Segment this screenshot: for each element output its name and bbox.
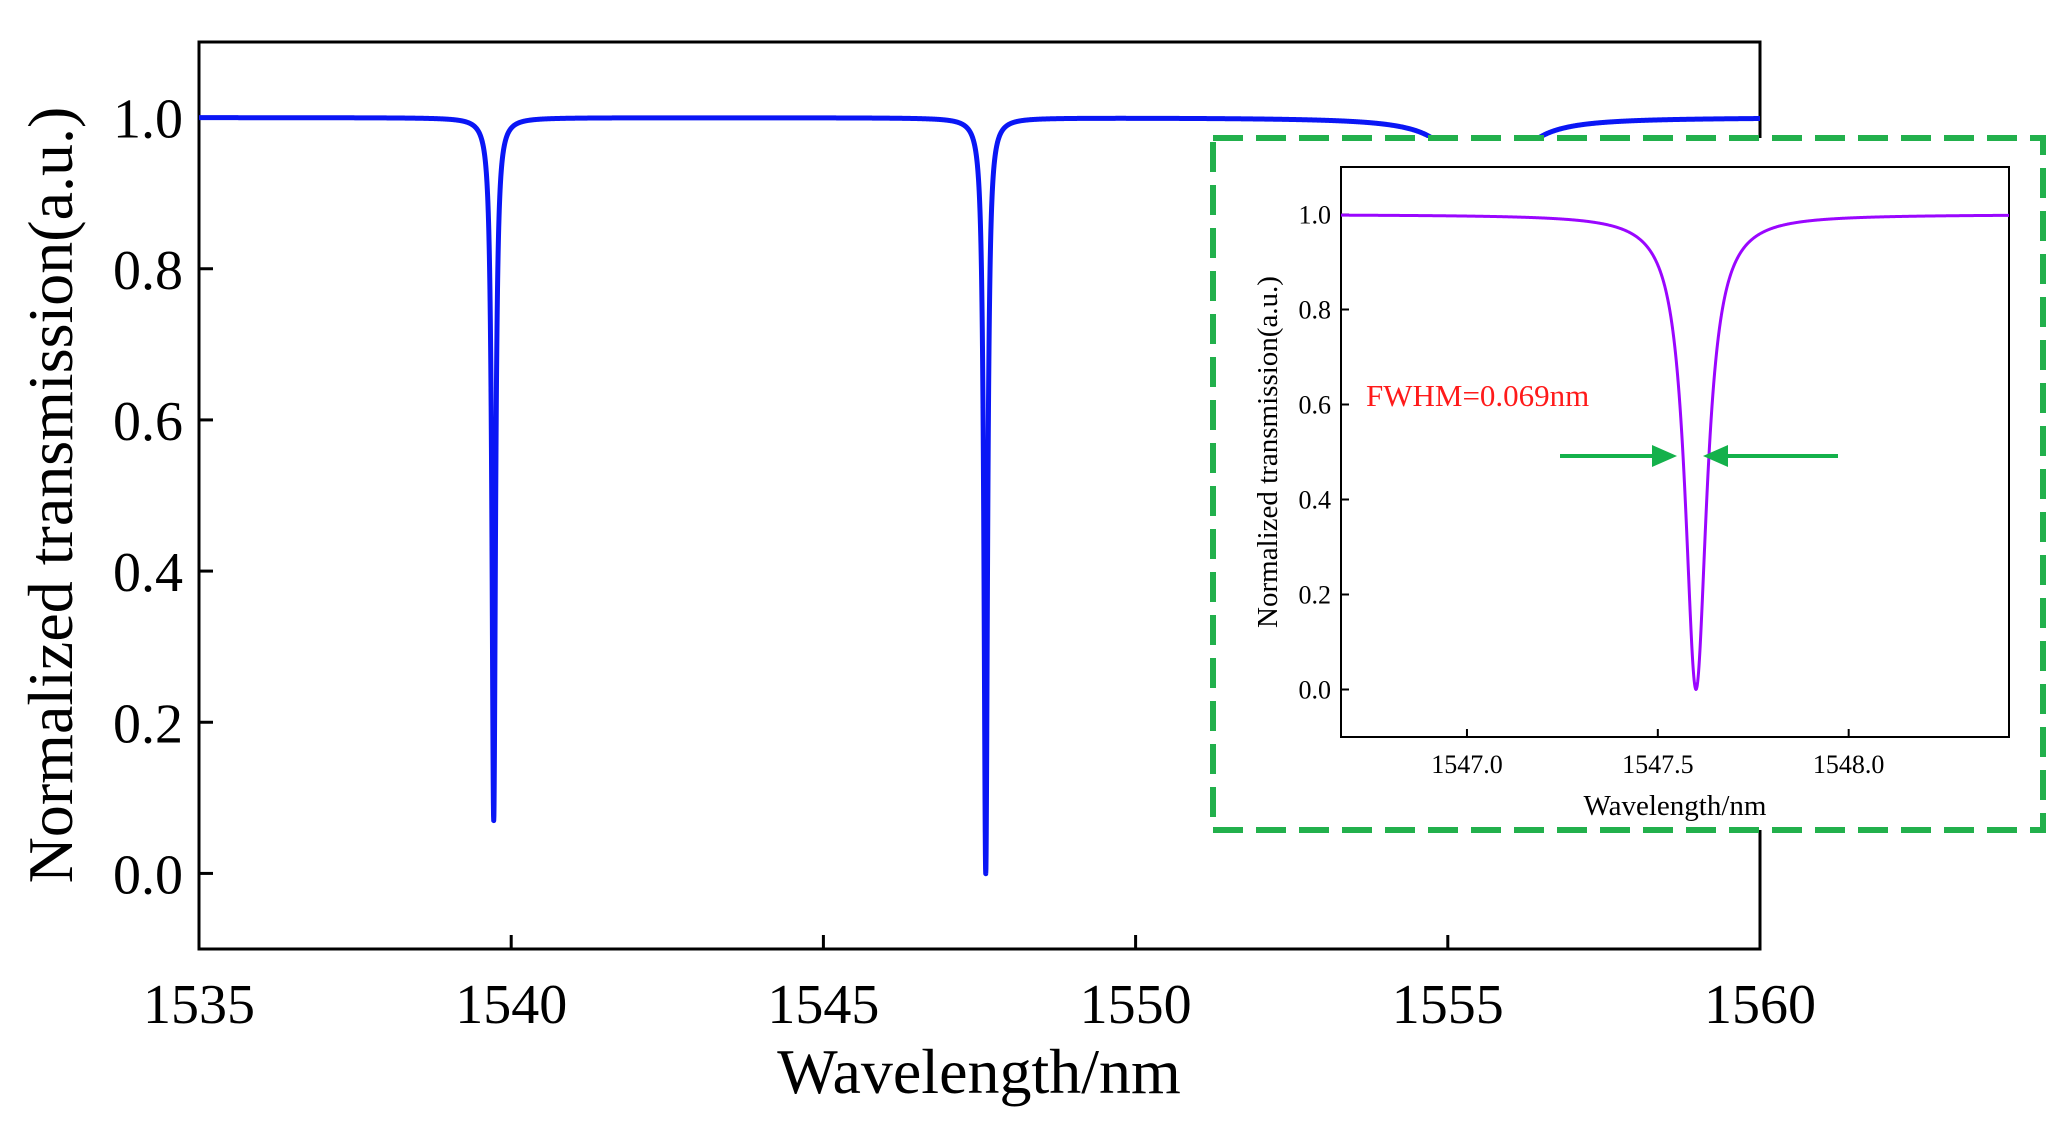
fwhm-right-arrow [1703,445,1838,467]
main-y-ticks: 0.0 0.2 0.4 0.6 0.8 1.0 [113,89,213,906]
main-y-axis-label: Normalized transmission(a.u.) [15,107,86,884]
inset-transmission-line [1339,213,2011,691]
main-y-tick-label: 0.0 [113,844,183,906]
inset-plot-frame [1340,166,2010,738]
inset-y-tick-label: 0.8 [1299,296,1332,325]
main-y-tick-label: 0.2 [113,693,183,755]
inset-x-axis-label: Wavelength/nm [1584,790,1767,822]
inset-plot: 1547.0 1547.5 1548.0 0.0 0.2 0.4 0.6 0.8 1.0 Wa… [1210,135,2046,833]
main-x-tick-label: 1550 [1080,974,1192,1036]
main-y-tick-label: 0.6 [113,391,183,453]
inset-y-tick-label: 1.0 [1299,201,1332,230]
main-x-tick-label: 1545 [767,974,879,1036]
main-x-ticks: 1535 1540 1545 1550 1555 1560 [143,935,1816,1036]
inset-x-tick-label: 1547.5 [1622,750,1694,779]
main-y-tick-label: 0.8 [113,240,183,302]
inset-x-tick-label: 1548.0 [1813,750,1885,779]
inset-x-tick-label: 1547.0 [1431,750,1503,779]
main-x-tick-label: 1560 [1704,974,1816,1036]
inset-series [1339,213,2011,691]
main-x-tick-label: 1555 [1392,974,1504,1036]
main-x-tick-label: 1540 [455,974,567,1036]
inset-background [1213,138,2043,830]
main-x-tick-label: 1535 [143,974,255,1036]
inset-y-tick-label: 0.6 [1299,391,1332,420]
fwhm-left-arrow [1560,445,1677,467]
main-plot: 1535 1540 1545 1550 1555 1560 0.0 0.2 0.4 0.6 0.8… [15,40,1816,1107]
inset-y-ticks: 0.0 0.2 0.4 0.6 0.8 1.0 [1299,201,1349,705]
inset-y-axis-label: Normalized transmission(a.u.) [1252,276,1284,628]
inset-dashed-border [1210,135,2046,833]
main-y-tick-label: 0.4 [113,542,183,604]
inset-y-tick-label: 0.2 [1299,581,1332,610]
fwhm-annotation: FWHM=0.069nm [1366,378,1589,413]
inset-y-tick-label: 0.4 [1299,486,1332,515]
main-x-axis-label: Wavelength/nm [777,1036,1181,1107]
main-y-tick-label: 1.0 [113,89,183,151]
inset-x-ticks: 1547.0 1547.5 1548.0 [1431,729,1884,779]
inset-y-tick-label: 0.0 [1299,676,1332,705]
